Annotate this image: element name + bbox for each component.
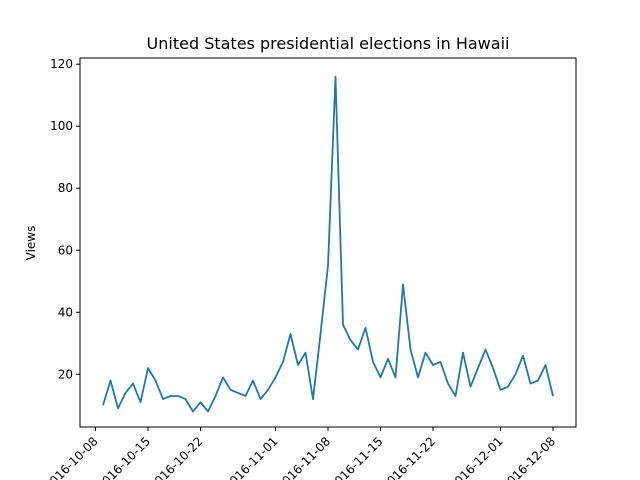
y-tick-label: 20	[58, 367, 73, 381]
y-tick-label: 40	[58, 305, 73, 319]
series-line	[102, 75, 554, 413]
y-tick-label: 80	[58, 181, 73, 195]
y-tick-label: 120	[50, 57, 73, 71]
y-tick-label: 60	[58, 243, 73, 257]
chart-title: United States presidential elections in …	[147, 34, 510, 53]
y-tick-label: 100	[50, 119, 73, 133]
plot-frame	[79, 57, 577, 428]
y-axis-label: Views	[24, 226, 38, 261]
